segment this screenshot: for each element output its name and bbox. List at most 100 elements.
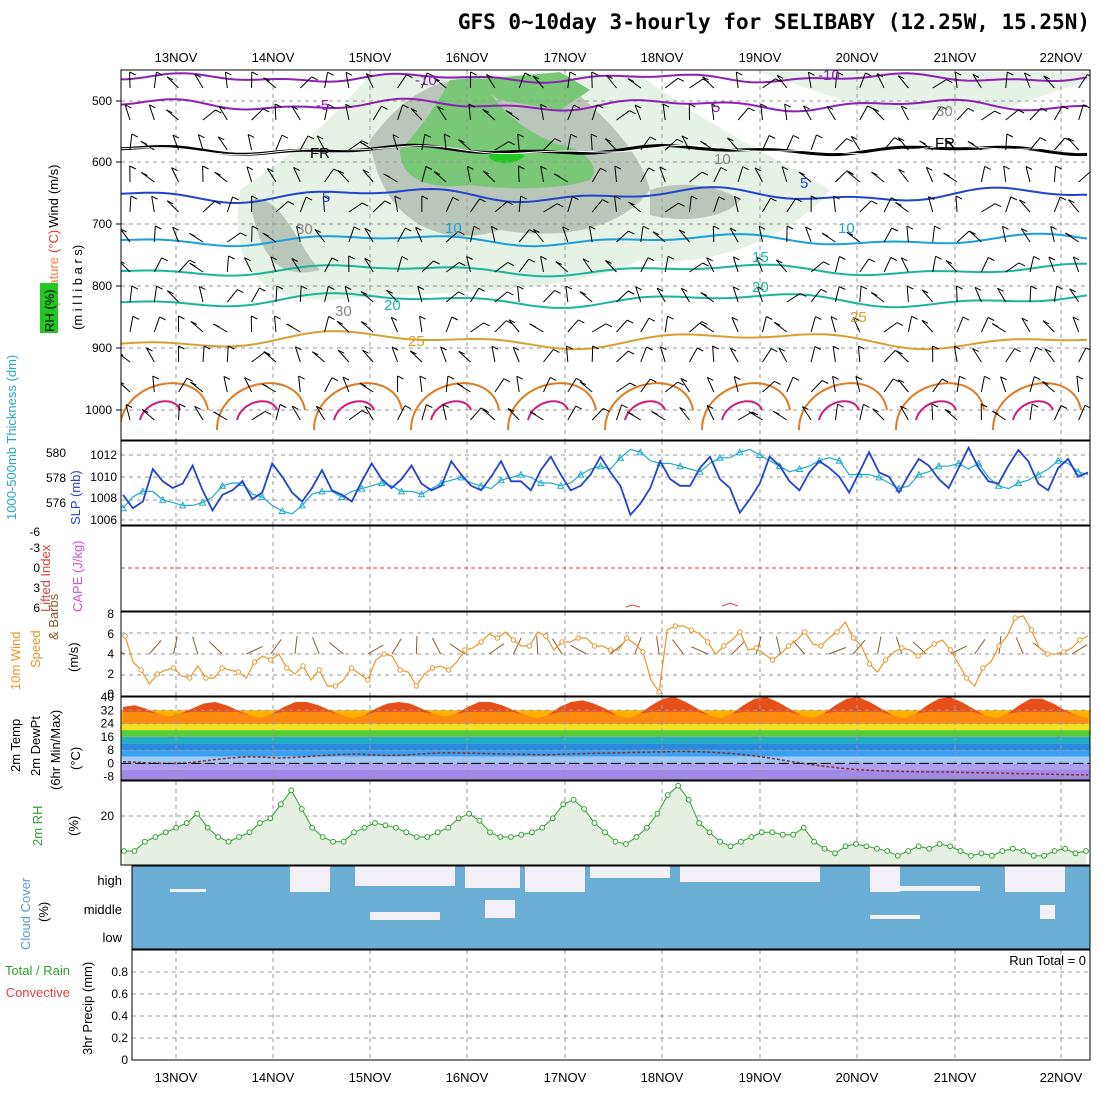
- wind-barb: [659, 166, 666, 183]
- wind-barb: [337, 349, 350, 363]
- wind10-point: [688, 627, 695, 633]
- wind-barb-flag: [646, 346, 653, 351]
- wind-barb-flag: [1085, 347, 1090, 351]
- run-total: Run Total = 0: [1009, 953, 1086, 968]
- wind-barb: [713, 167, 722, 183]
- rh2m-point: [570, 796, 577, 803]
- wind-barb: [1005, 196, 1012, 213]
- wind-barb-flag: [774, 380, 781, 385]
- wind-barb: [754, 167, 763, 183]
- wind-barb: [543, 290, 555, 303]
- date-label-top: 19NOV: [739, 50, 782, 65]
- slp-tick: 1012: [90, 448, 117, 462]
- wind-barb: [732, 256, 739, 273]
- wind10-point: [478, 639, 484, 645]
- wind-barb-flag: [228, 255, 235, 260]
- wind-barb: [706, 405, 715, 421]
- wind10-point: [899, 645, 905, 651]
- wind-barb-flag: [261, 383, 269, 388]
- wind-barb-flag: [815, 316, 822, 321]
- rh2m-point: [288, 787, 295, 794]
- wind-barb: [348, 202, 363, 213]
- wind-barb: [956, 230, 970, 243]
- wind-barb: [482, 170, 496, 183]
- thickness-point: [716, 453, 724, 461]
- temp-color-band: [121, 723, 1090, 731]
- wind-barb-flag: [178, 315, 185, 320]
- wind-barb-flag: [987, 317, 995, 321]
- rh2m-point: [267, 815, 274, 822]
- wind-barb-flag: [1044, 348, 1052, 353]
- wind-barb-flag: [634, 104, 642, 109]
- wind-barb: [1041, 381, 1055, 393]
- wind10-point: [818, 643, 824, 649]
- wind-barb-flag: [760, 103, 768, 108]
- wind-barb: [883, 322, 898, 333]
- wind-barb-flag: [287, 201, 295, 205]
- rh2m-point: [853, 841, 859, 847]
- wind-barb-flag: [121, 353, 124, 356]
- contour-35: [333, 400, 375, 421]
- wind-barb: [494, 201, 508, 213]
- wind-barb: [443, 134, 447, 151]
- wind-barb: [906, 285, 909, 303]
- wind-barb: [494, 141, 509, 151]
- wind-barb: [251, 287, 260, 303]
- wind10-point: [575, 635, 581, 641]
- wind-barb-flag: [870, 292, 878, 296]
- wind-barb: [1005, 72, 1008, 89]
- wind-barb-flag: [360, 291, 368, 296]
- wind10-point: [785, 643, 792, 649]
- wind10-barb: [852, 639, 866, 655]
- wind-barb: [972, 74, 982, 89]
- wind10-point: [963, 675, 970, 681]
- wind-barb-flag: [190, 381, 197, 386]
- wind-barb-flag: [1014, 348, 1021, 353]
- rh2m-point: [758, 829, 765, 836]
- rh2m-point: [591, 820, 598, 826]
- wind-barb: [543, 349, 554, 363]
- wind-barb: [419, 376, 423, 393]
- thickness-point: [636, 448, 645, 456]
- wind-barb-flag: [778, 347, 786, 352]
- rh2m-point: [748, 834, 755, 840]
- wind-barb: [485, 74, 496, 89]
- wind-barb: [762, 78, 776, 89]
- wind-barb-flag: [440, 346, 447, 351]
- wind-barb-flag: [707, 376, 714, 381]
- wind-barb-flag: [872, 108, 880, 112]
- wind-barb: [470, 287, 480, 303]
- wind-barb: [900, 257, 909, 273]
- wind-barb: [640, 136, 651, 151]
- thickness-point: [934, 462, 943, 470]
- thickness-point: [1034, 470, 1043, 478]
- wind10-barb: [792, 640, 806, 655]
- contour-line: [121, 72, 1088, 84]
- wind-barb: [616, 404, 623, 421]
- wind-barb-flag: [391, 346, 399, 351]
- wind10-point: [624, 635, 630, 641]
- wind-barb-flag: [458, 262, 466, 266]
- wind-barb: [223, 376, 228, 393]
- wind10-point: [753, 645, 759, 651]
- wind-barb: [1005, 348, 1016, 363]
- wind-barb-flag: [876, 73, 884, 78]
- thickness-point: [178, 501, 187, 509]
- wind-barb: [628, 201, 642, 213]
- wind-barb-flag: [394, 195, 402, 200]
- wind-barb-flag: [362, 169, 370, 174]
- wind-barb-flag: [680, 378, 688, 382]
- wind-barb-flag: [565, 285, 573, 290]
- wind-barb: [362, 349, 374, 363]
- wind-barb-flag: [384, 200, 392, 205]
- wind-barb: [1029, 376, 1035, 393]
- wind-barb: [664, 256, 669, 273]
- wind-barb-flag: [129, 165, 137, 170]
- wind-barb-flag: [155, 225, 162, 230]
- pressure-label: (m i l l i b a r s): [70, 245, 85, 330]
- thickness-point: [596, 462, 605, 470]
- wind-barb-flag: [553, 173, 561, 178]
- wind-barb: [760, 104, 763, 121]
- wind-barb-flag: [507, 291, 514, 296]
- cloud-gap: [870, 866, 900, 892]
